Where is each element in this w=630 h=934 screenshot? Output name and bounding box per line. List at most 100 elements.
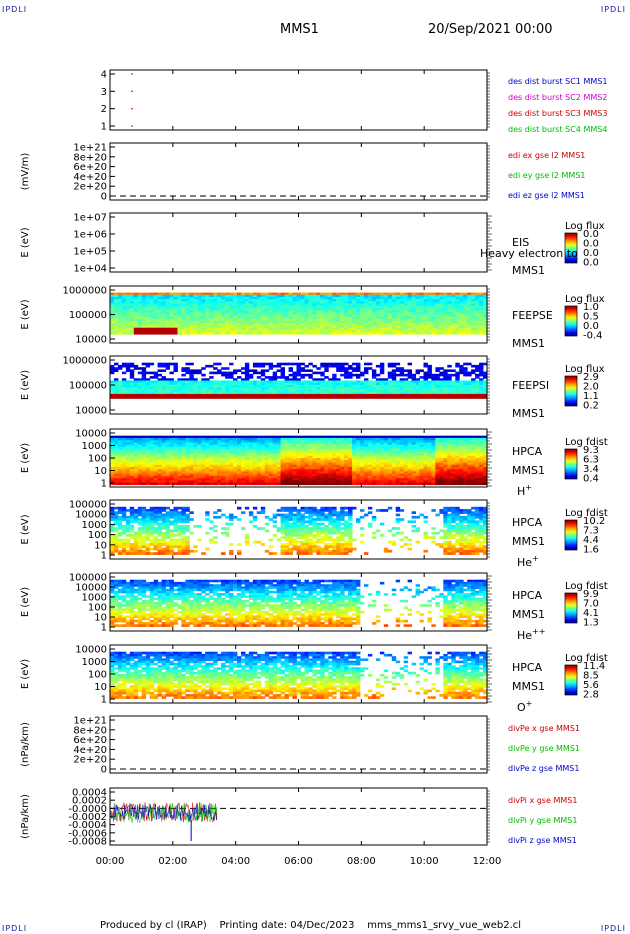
spectrogram-cell: [367, 385, 373, 388]
spectrogram-cell: [383, 455, 389, 459]
spectrogram-cell: [145, 327, 151, 331]
spectrogram-cell: [379, 469, 385, 472]
spectrogram-cell: [213, 462, 218, 466]
spectrogram-cell: [459, 299, 464, 302]
spectrogram-cell: [296, 312, 301, 315]
spectrogram-cell: [296, 473, 301, 477]
spectrogram-cell: [316, 464, 321, 468]
spectrogram-cell: [173, 316, 178, 320]
spectrogram-cell: [348, 440, 353, 443]
spectrogram-cell: [471, 305, 476, 309]
spectrogram-cell: [443, 292, 448, 296]
spectrogram-cell: [427, 301, 432, 304]
spectrogram-cell: [145, 292, 151, 296]
spectrogram-cell: [371, 449, 377, 452]
spectrogram-cell: [114, 389, 119, 393]
spectrogram-cell: [371, 444, 377, 448]
spectrogram-cell: [248, 437, 254, 441]
spectrogram-cell: [455, 396, 460, 399]
spectrogram-cell: [117, 455, 123, 459]
spectrogram-cell: [344, 321, 349, 324]
spectrogram-cell: [443, 371, 448, 375]
spectrogram-cell: [149, 437, 155, 441]
spectrogram-cell: [344, 471, 349, 474]
spectrogram-cell: [340, 321, 345, 324]
spectrogram-cell: [149, 316, 155, 320]
spectrogram-cell: [268, 310, 274, 313]
spectrogram-cell: [173, 462, 178, 466]
spectrogram-cell: [248, 482, 254, 486]
spectrogram-cell: [367, 482, 373, 486]
spectrogram-cell: [141, 292, 147, 296]
spectrogram-cell: [411, 297, 416, 300]
spectrogram-cell: [137, 367, 143, 370]
spectrogram-cell: [149, 312, 155, 315]
spectrogram-cell: [221, 332, 226, 335]
spectrogram-cell: [241, 464, 246, 468]
spectrogram-cell: [371, 318, 377, 322]
spectrogram-cell: [185, 455, 190, 459]
spectrogram-cell: [479, 393, 484, 397]
spectrogram-cell: [165, 292, 170, 296]
spectrogram-cell: [419, 332, 424, 335]
spectrogram-cell: [280, 455, 285, 459]
spectrogram-cell: [312, 444, 317, 448]
spectrogram-cell: [153, 316, 159, 320]
spectrogram-cell: [415, 393, 420, 397]
spectrogram-cell: [328, 458, 333, 461]
spectrogram-cell: [455, 318, 460, 322]
spectrogram-cell: [114, 482, 119, 486]
spectrogram-cell: [189, 310, 194, 313]
spectrogram-cell: [114, 473, 119, 477]
spectrogram-cell: [391, 458, 397, 461]
spectrogram-cell: [324, 387, 329, 390]
spectrogram-cell: [308, 303, 313, 307]
spectrogram-cell: [348, 321, 353, 324]
spectrogram-cell: [451, 303, 456, 307]
spectrogram-cell: [447, 373, 452, 377]
spectrogram-cell: [193, 473, 198, 477]
spectrogram-cell: [137, 314, 143, 318]
spectrogram-cell: [260, 292, 266, 296]
spectrogram-cell: [403, 318, 409, 322]
spectrogram-cell: [340, 327, 345, 331]
spectrogram-cell: [185, 462, 190, 466]
spectrogram-cell: [304, 323, 309, 326]
spectrogram-cell: [256, 437, 262, 441]
spectrogram-cell: [399, 297, 405, 300]
spectrogram-cell: [137, 318, 143, 322]
spectrogram-cell: [312, 440, 317, 443]
spectrogram-cell: [264, 305, 270, 309]
spectrogram-cell: [229, 458, 234, 461]
spectrogram-cell: [264, 299, 270, 302]
spectrogram-cell: [217, 332, 222, 335]
spectrogram-cell: [352, 453, 357, 457]
spectrogram-cell: [145, 325, 151, 329]
spectrogram-cell: [189, 376, 194, 379]
spectrogram-cell: [197, 473, 202, 477]
spectrogram-cell: [387, 396, 393, 399]
spectrogram-cell: [185, 478, 190, 481]
spectrogram-cell: [419, 475, 424, 479]
spectrogram-cell: [344, 455, 349, 459]
spectrogram-cell: [419, 471, 424, 474]
spectrogram-cell: [352, 314, 357, 318]
spectrogram-cell: [471, 303, 476, 307]
spectrogram-cell: [463, 396, 468, 399]
spectrogram-cell: [121, 455, 127, 459]
spectrogram-cell: [371, 321, 377, 324]
spectrogram-cell: [209, 297, 214, 300]
spectrogram-cell: [296, 385, 301, 388]
spectrogram-cell: [455, 380, 460, 384]
spectrogram-cell: [161, 301, 166, 304]
spectrogram-cell: [379, 466, 385, 470]
spectrogram-cell: [181, 391, 186, 395]
spectrogram-cell: [157, 458, 162, 461]
spectrogram-cell: [189, 329, 194, 333]
spectrogram-cell: [479, 292, 484, 296]
spectrogram-cell: [411, 294, 416, 298]
spectrogram-cell: [221, 440, 226, 443]
spectrogram-cell: [451, 305, 456, 309]
spectrogram-cell: [371, 478, 377, 481]
